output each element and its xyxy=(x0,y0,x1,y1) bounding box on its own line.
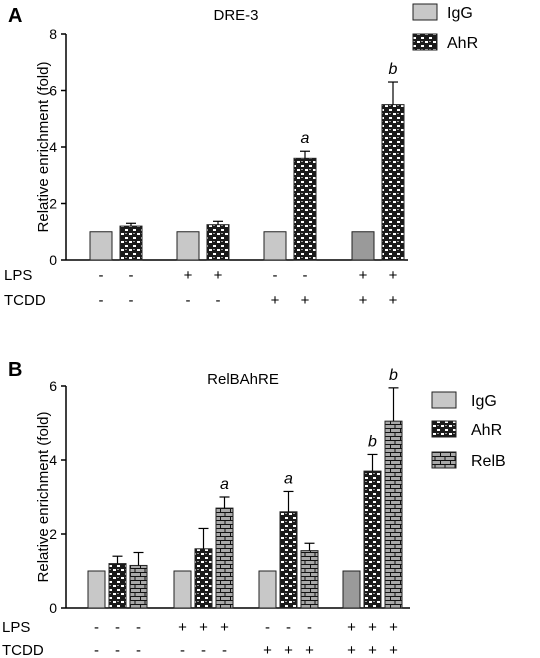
condition-label-lps: LPS xyxy=(4,267,32,284)
bar-igg xyxy=(173,570,192,609)
bar-igg xyxy=(351,231,375,261)
bar-igg xyxy=(87,570,106,609)
condition-mark: - xyxy=(94,642,99,658)
y-tick-label: 8 xyxy=(49,26,57,42)
condition-mark: + xyxy=(389,619,398,636)
condition-mark: - xyxy=(265,619,270,636)
condition-mark: + xyxy=(359,292,368,309)
condition-mark: - xyxy=(222,642,227,658)
bar-relb xyxy=(384,420,403,609)
significance-label: b xyxy=(368,433,377,450)
condition-mark: + xyxy=(347,642,356,658)
y-tick-label: 0 xyxy=(49,600,57,616)
y-tick-label: 6 xyxy=(49,83,57,99)
condition-mark: + xyxy=(199,619,208,636)
bar-igg xyxy=(258,570,277,609)
condition-mark: + xyxy=(359,267,368,284)
significance-label: a xyxy=(284,470,293,487)
bar-igg xyxy=(176,231,200,261)
bar-ahr xyxy=(108,563,127,609)
bar-ahr xyxy=(119,225,143,261)
y-tick-label: 0 xyxy=(49,252,57,268)
condition-mark: - xyxy=(99,267,104,284)
bar-igg xyxy=(263,231,287,261)
bar-igg xyxy=(89,231,113,261)
panel-label: A xyxy=(8,5,22,27)
y-tick-label: 2 xyxy=(49,196,57,212)
condition-mark: + xyxy=(368,619,377,636)
legend-swatch-relb xyxy=(431,451,457,469)
y-tick-label: 4 xyxy=(49,139,57,155)
condition-mark: + xyxy=(389,642,398,658)
bar-ahr xyxy=(381,104,405,261)
y-tick-label: 4 xyxy=(49,452,57,468)
condition-mark: - xyxy=(273,267,278,284)
condition-mark: - xyxy=(201,642,206,658)
condition-mark: + xyxy=(214,267,223,284)
condition-mark: - xyxy=(129,292,134,309)
y-tick-label: 6 xyxy=(49,378,57,394)
legend-label-relb: RelB xyxy=(471,453,506,470)
legend-swatch-ahr xyxy=(412,33,438,51)
condition-mark: - xyxy=(136,642,141,658)
legend-label-ahr: AhR xyxy=(471,422,502,439)
condition-label-tcdd: TCDD xyxy=(4,292,46,309)
condition-label-lps: LPS xyxy=(2,619,30,636)
bar-ahr xyxy=(363,470,382,609)
bar-relb xyxy=(300,550,319,609)
condition-mark: - xyxy=(186,292,191,309)
bar-ahr xyxy=(206,224,230,261)
bar-ahr xyxy=(293,157,317,261)
condition-mark: - xyxy=(129,267,134,284)
legend-label-ahr: AhR xyxy=(447,35,478,52)
condition-mark: + xyxy=(389,267,398,284)
condition-mark: - xyxy=(180,642,185,658)
condition-mark: + xyxy=(301,292,310,309)
bar-relb xyxy=(129,564,148,609)
condition-mark: + xyxy=(305,642,314,658)
condition-mark: - xyxy=(99,292,104,309)
condition-mark: - xyxy=(307,619,312,636)
significance-label: a xyxy=(220,476,229,493)
significance-label: b xyxy=(389,367,398,384)
y-axis-label: Relative enrichment (fold) xyxy=(35,62,52,233)
legend-swatch-ahr xyxy=(431,420,457,438)
bar-igg xyxy=(342,570,361,609)
bar-ahr xyxy=(279,511,298,609)
condition-label-tcdd: TCDD xyxy=(2,642,44,658)
bar-relb xyxy=(215,507,234,609)
condition-mark: + xyxy=(347,619,356,636)
y-tick-label: 2 xyxy=(49,526,57,542)
condition-mark: - xyxy=(136,619,141,636)
panel-label: B xyxy=(8,359,22,381)
condition-mark: - xyxy=(303,267,308,284)
condition-mark: + xyxy=(271,292,280,309)
legend-swatch-igg xyxy=(412,3,438,21)
condition-mark: - xyxy=(216,292,221,309)
condition-mark: + xyxy=(220,619,229,636)
condition-mark: - xyxy=(94,619,99,636)
significance-label: a xyxy=(301,130,310,147)
legend-swatch-igg xyxy=(431,391,457,409)
condition-mark: + xyxy=(263,642,272,658)
legend-label-igg: IgG xyxy=(471,393,497,410)
condition-mark: - xyxy=(286,619,291,636)
condition-mark: + xyxy=(389,292,398,309)
legend-label-igg: IgG xyxy=(447,5,473,22)
condition-mark: + xyxy=(184,267,193,284)
chart-title: RelBAhRE xyxy=(207,371,279,388)
condition-mark: + xyxy=(178,619,187,636)
condition-mark: + xyxy=(368,642,377,658)
condition-mark: - xyxy=(115,619,120,636)
significance-label: b xyxy=(389,61,398,78)
condition-mark: - xyxy=(115,642,120,658)
chart-title: DRE-3 xyxy=(213,7,258,24)
condition-mark: + xyxy=(284,642,293,658)
y-axis-label: Relative enrichment (fold) xyxy=(35,412,52,583)
bar-ahr xyxy=(194,548,213,609)
